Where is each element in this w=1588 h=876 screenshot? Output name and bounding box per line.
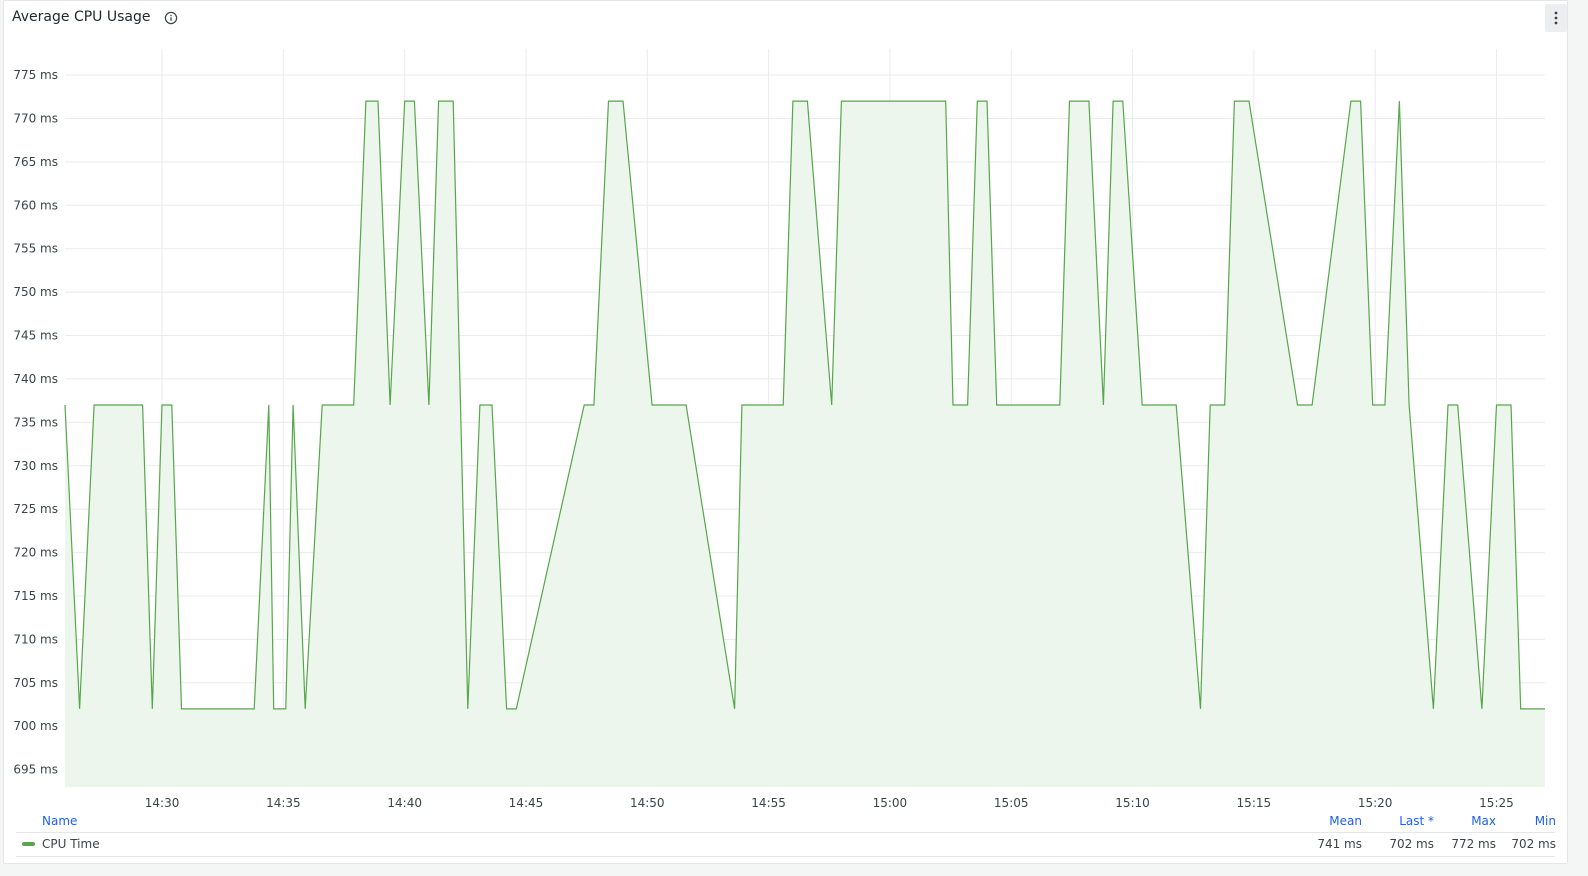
x-tick-label: 14:50: [630, 796, 665, 810]
y-tick-label: 695 ms: [13, 763, 58, 777]
cpu-usage-chart: 695 ms 700 ms 705 ms 710 ms 715 ms 720 ms 725 …: [13, 49, 1545, 810]
legend-value-max: 772 ms: [1451, 837, 1496, 851]
x-tick-label: 14:30: [145, 796, 180, 810]
y-tick-label: 715 ms: [13, 589, 58, 603]
y-tick-label: 740 ms: [13, 372, 58, 386]
legend-value-min: 702 ms: [1511, 837, 1556, 851]
x-tick-label: 14:55: [751, 796, 786, 810]
y-tick-label: 770 ms: [13, 111, 58, 125]
y-tick-label: 735 ms: [13, 415, 58, 429]
panel-title: Average CPU Usage: [12, 9, 151, 25]
x-tick-label: 14:45: [509, 796, 544, 810]
y-tick-label: 730 ms: [13, 459, 58, 473]
legend-header-name[interactable]: Name: [42, 814, 78, 828]
series-area-fill: [65, 101, 1545, 788]
legend-value-last: 702 ms: [1389, 837, 1434, 851]
panel-menu-button[interactable]: [1545, 4, 1567, 32]
y-tick-label: 745 ms: [13, 329, 58, 343]
y-tick-label: 710 ms: [13, 632, 58, 646]
y-tick-label: 720 ms: [13, 546, 58, 560]
x-tick-label: 15:00: [873, 796, 908, 810]
legend-series-name[interactable]: CPU Time: [42, 837, 100, 851]
panel-header: Average CPU Usage: [4, 1, 1567, 35]
chart-panel: Average CPU Usage 695 ms 700 ms 705 ms 710 …: [3, 0, 1568, 864]
vertical-ellipsis-icon: [1554, 11, 1558, 25]
x-tick-label: 15:10: [1115, 796, 1150, 810]
y-tick-label: 725 ms: [13, 502, 58, 516]
legend-divider: [16, 832, 1555, 833]
legend-header-last[interactable]: Last *: [1399, 814, 1434, 828]
legend-value-mean: 741 ms: [1317, 837, 1362, 851]
y-tick-label: 750 ms: [13, 285, 58, 299]
x-tick-label: 15:05: [994, 796, 1029, 810]
legend-bottom-border: [16, 856, 1555, 857]
legend-header-min[interactable]: Min: [1534, 814, 1556, 828]
x-tick-label: 14:40: [387, 796, 422, 810]
x-tick-label: 15:15: [1237, 796, 1272, 810]
y-tick-label: 775 ms: [13, 68, 58, 82]
y-tick-label: 705 ms: [13, 676, 58, 690]
legend-header-max[interactable]: Max: [1471, 814, 1496, 828]
x-tick-label: 15:25: [1479, 796, 1514, 810]
x-tick-label: 14:35: [266, 796, 301, 810]
y-tick-label: 765 ms: [13, 155, 58, 169]
x-tick-label: 15:20: [1358, 796, 1393, 810]
series-line: [64, 100, 1545, 710]
info-icon[interactable]: [164, 11, 178, 25]
y-tick-label: 760 ms: [13, 198, 58, 212]
y-tick-label: 700 ms: [13, 719, 58, 733]
y-tick-label: 755 ms: [13, 242, 58, 256]
legend-series-swatch[interactable]: [22, 842, 35, 846]
legend-header-mean[interactable]: Mean: [1329, 814, 1362, 828]
